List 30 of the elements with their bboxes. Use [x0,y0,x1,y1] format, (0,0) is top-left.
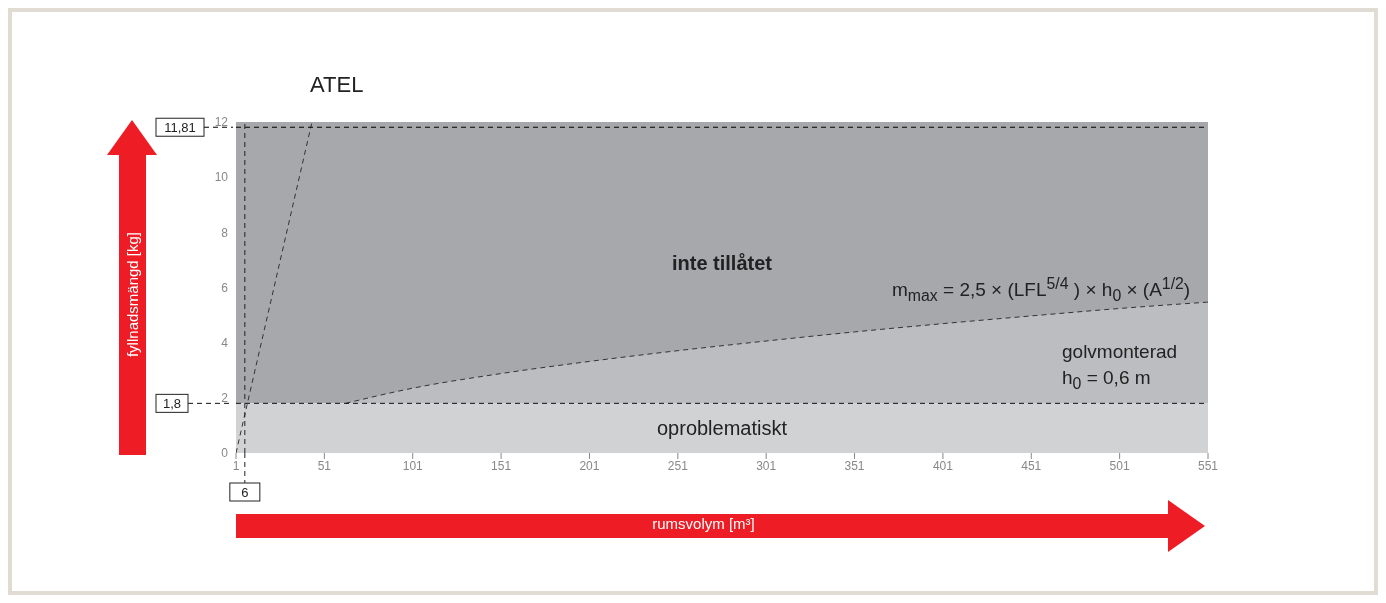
y-tick-label: 8 [221,225,229,240]
ref-line-label: 6 [241,485,249,500]
y-axis-title: fyllnadsmängd [kg] [123,230,141,360]
x-tick-label: 551 [1197,458,1219,473]
y-tick-label: 4 [221,335,229,350]
x-tick-label: 251 [667,458,689,473]
x-tick-label: 401 [932,458,954,473]
x-tick-label: 501 [1109,458,1130,473]
x-tick-label: 201 [579,458,600,473]
annotation: golvmonterad [1062,341,1178,362]
text: m$_{max}$ = 2,5 × (LFL$^{5/4}$ ) × h$_{0}$ × (A$^{1/2}$) [892,275,1191,305]
ref-line-label: 1,8 [162,396,182,412]
ref-line-label: 11,81 [164,120,196,136]
x-tick-label: 51 [317,458,332,473]
y-tick-label: 10 [214,170,229,185]
x-tick-label: 451 [1021,458,1042,473]
band-label: inte tillåtet [671,251,773,274]
y-tick-label: 2 [221,391,229,406]
x-tick-label: 351 [844,458,865,473]
annotation: h$_{0}$ = 0,6 m [1062,367,1151,392]
y-tick-label: 12 [214,115,229,130]
x-tick-label: 301 [756,458,777,473]
band-label: oproblematiskt [656,417,788,440]
y-tick-label: 0 [221,446,229,461]
x-axis-title: rumsvolym [m³] [651,515,756,532]
x-tick-label: 101 [402,458,424,473]
y-tick-label: 6 [221,280,229,295]
text: ATEL [309,72,364,97]
x-tick-label: 151 [491,458,512,473]
x-tick-label: 1 [232,458,240,473]
